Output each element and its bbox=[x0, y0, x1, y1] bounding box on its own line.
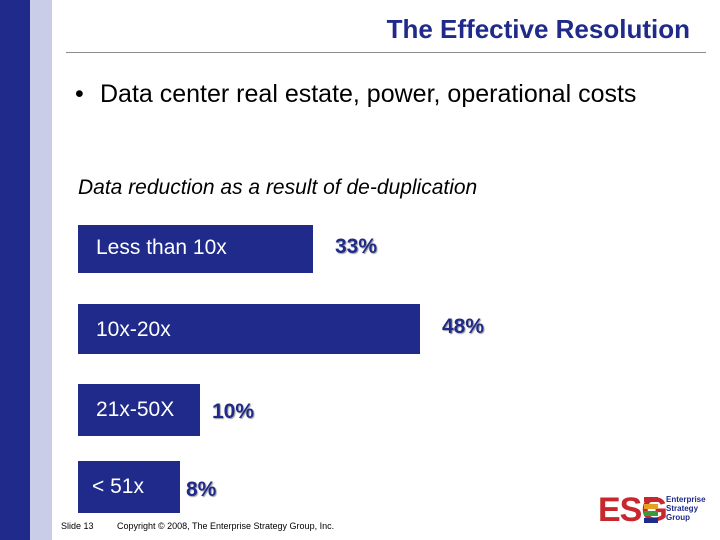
logo-wordmark: Enterprise Strategy Group bbox=[666, 495, 706, 522]
bullet-point: • Data center real estate, power, operat… bbox=[75, 78, 675, 111]
bar-3: < 51x bbox=[78, 461, 180, 513]
bar-value-label: 10% bbox=[212, 400, 255, 423]
bar-1: 10x-20x bbox=[78, 304, 420, 354]
left-accent-stripe-light bbox=[30, 0, 52, 540]
logo-line-3: Group bbox=[666, 513, 690, 522]
bar-category-label: < 51x bbox=[92, 475, 144, 498]
bar-value-label: 33% bbox=[335, 235, 378, 258]
logo-line-1: Enterprise bbox=[666, 495, 706, 504]
left-accent-stripe bbox=[0, 0, 30, 540]
bar-value-label: 8% bbox=[186, 478, 217, 501]
bullet-text: Data center real estate, power, operatio… bbox=[100, 80, 637, 108]
bar-0: Less than 10x bbox=[78, 225, 313, 273]
bar-value-label: 48% bbox=[442, 315, 485, 338]
bar-category-label: Less than 10x bbox=[96, 236, 227, 259]
esg-logo: ESG Enterprise Strategy Group bbox=[598, 490, 716, 530]
bar-category-label: 10x-20x bbox=[96, 318, 171, 341]
bar-category-label: 21x-50X bbox=[96, 398, 175, 421]
copyright-notice: Copyright © 2008, The Enterprise Strateg… bbox=[117, 521, 335, 531]
chart-title: Data reduction as a result of de-duplica… bbox=[78, 176, 478, 199]
logo-stripes-icon bbox=[644, 497, 658, 523]
slide-number: Slide 13 bbox=[61, 521, 94, 531]
bullet-marker: • bbox=[75, 80, 84, 108]
logo-line-2: Strategy bbox=[666, 504, 699, 513]
title-divider bbox=[66, 52, 706, 53]
bar-2: 21x-50X bbox=[78, 384, 200, 436]
page-title: The Effective Resolution bbox=[386, 14, 690, 44]
